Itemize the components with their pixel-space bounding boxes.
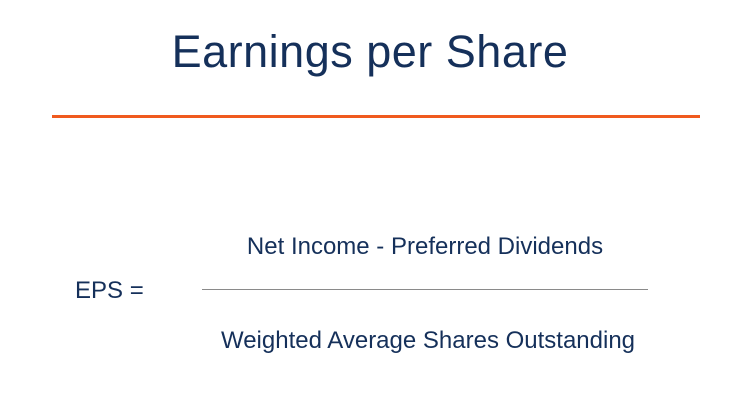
formula-denominator: Weighted Average Shares Outstanding <box>220 327 636 354</box>
formula-numerator: Net Income - Preferred Dividends <box>246 233 604 260</box>
formula-lhs: EPS = <box>75 277 144 304</box>
title-divider <box>52 115 700 118</box>
page-title: Earnings per Share <box>171 26 569 77</box>
fraction-line <box>202 289 648 290</box>
